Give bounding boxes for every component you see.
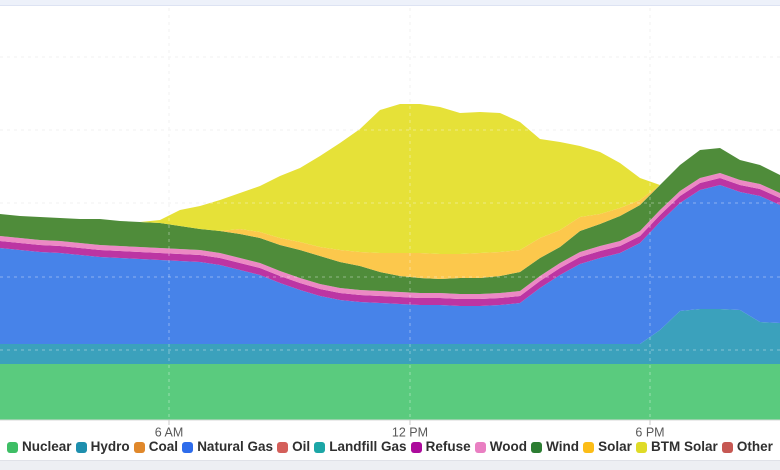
legend-swatch [7,441,18,453]
legend-swatch [721,441,733,453]
area-solar[interactable] [0,148,780,279]
legend-label: Natural Gas [197,439,273,455]
legend-swatch [277,441,289,453]
x-axis: 6 AM 12 PM 6 PM [0,419,780,440]
legend-item-btm-solar[interactable]: BTM Solar [636,440,718,454]
legend-item-coal[interactable]: Coal [133,439,179,455]
legend-label: Wood [489,439,528,455]
legend-label: Refuse [425,439,471,455]
legend-swatch [133,441,145,453]
gridlines-overlay [0,8,780,420]
legend-item-nuclear[interactable]: Nuclear [7,440,72,454]
area-nuclear[interactable] [0,364,780,420]
legend-swatch [531,441,543,453]
legend-swatch [474,441,486,453]
x-tick-label: 6 PM [635,426,664,440]
legend-label: Oil [292,439,311,455]
chart-legend: Nuclear Hydro Coal Natural Gas Oil Landfill G… [0,436,780,458]
legend-swatch [182,441,194,453]
legend-item-wind[interactable]: Wind [531,440,579,454]
page-top-banner-edge [0,0,780,6]
legend-label: Solar [598,439,632,455]
area-wind[interactable] [0,148,780,294]
legend-label: Landfill Gas [329,439,407,455]
area-hydro[interactable] [0,309,780,364]
legend-swatch [75,441,87,453]
legend-item-landfill-gas[interactable]: Landfill Gas [314,439,407,455]
legend-swatch [636,441,648,453]
area-btm-solar[interactable] [0,104,780,254]
legend-item-solar[interactable]: Solar [583,440,632,454]
page-bottom-section-edge [0,460,780,470]
x-tick-label: 12 PM [392,426,428,440]
legend-label: Hydro [90,439,130,455]
legend-item-hydro[interactable]: Hydro [75,439,130,455]
x-tick-label: 6 AM [155,426,184,440]
area-natural-gas[interactable] [0,185,780,344]
stacked-area-chart[interactable]: 6 AM 12 PM 6 PM [0,0,780,440]
legend-label: Coal [148,439,179,455]
legend-item-refuse[interactable]: Refuse [410,439,471,455]
legend-item-oil[interactable]: Oil [277,440,310,454]
legend-swatch [583,441,595,453]
legend-item-wood[interactable]: Wood [474,439,528,455]
legend-label: Other [736,439,773,455]
legend-item-natural-gas[interactable]: Natural Gas [182,440,273,454]
stacked-areas [0,104,780,420]
legend-label: Nuclear [22,439,72,455]
legend-item-other[interactable]: Other [721,439,773,455]
legend-swatch [410,441,422,453]
legend-swatch [314,441,326,453]
legend-label: Wind [546,439,580,455]
legend-label: BTM Solar [651,439,718,455]
